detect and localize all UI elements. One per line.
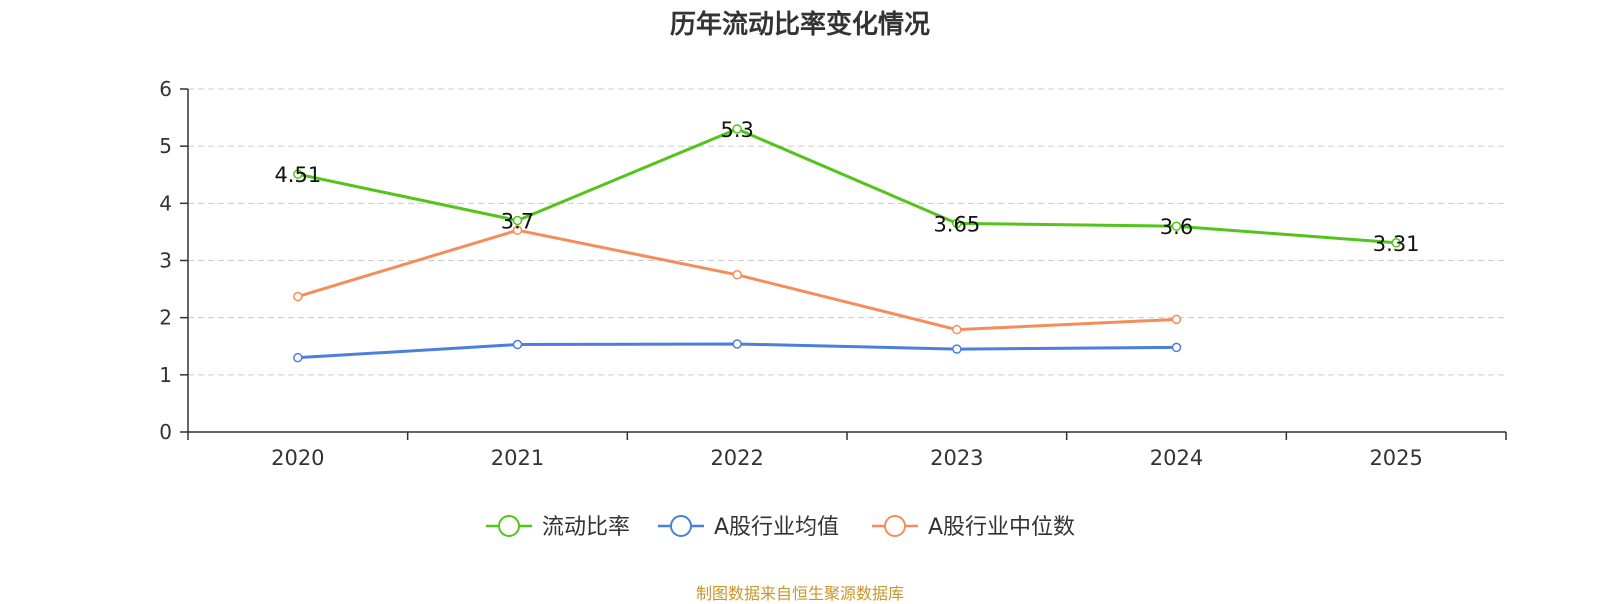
source-note: 制图数据来自恒生聚源数据库 [695,584,904,603]
data-point [512,225,523,235]
x-tick-label: 2024 [1150,446,1203,470]
series-group [293,124,1401,363]
data-point [1171,314,1182,325]
y-tick-label: 3 [159,249,172,273]
data-point [1391,238,1401,248]
data-point [732,270,742,280]
legend-marker [498,515,520,537]
grid-lines [188,88,1506,376]
data-point [293,352,303,363]
x-tick-label: 2025 [1369,446,1422,470]
y-tick-label: 5 [159,134,172,158]
data-point [1171,221,1182,231]
legend-label: A股行业中位数 [928,515,1075,540]
data-label: 3.6 [1160,215,1193,239]
data-label: 3.7 [501,209,534,233]
legend-marker [884,515,906,537]
data-labels: 4.51 3.7 5.3 3.65 3.6 3.31 [274,118,1419,256]
chart-title: 历年流动比率变化情况 [669,10,930,40]
x-tick-label: 2021 [491,446,544,470]
data-point [952,324,962,335]
data-point [293,291,303,302]
legend-marker [670,515,692,537]
data-label: 4.51 [274,163,321,187]
data-point [512,215,523,226]
data-point [732,339,742,349]
y-tick-label: 0 [159,420,172,444]
data-point [512,339,523,350]
series-line [297,127,1397,245]
legend: 流动比率 A股行业均值 A股行业中位数 [486,515,1075,540]
y-tick-label: 6 [159,77,172,101]
data-label: 3.31 [1373,232,1420,256]
x-tick-label: 2020 [271,446,324,470]
x-tick-label: 2022 [710,446,763,470]
data-label: 3.65 [933,212,980,236]
data-point [732,124,742,134]
data-point [293,169,303,179]
series-line [297,228,1177,332]
legend-label: 流动比率 [542,515,630,540]
axes: 0 1 2 3 4 5 6 2020 2021 2022 2023 2024 2025 [159,77,1507,470]
data-point [1171,342,1182,353]
x-tick-label: 2023 [930,446,983,470]
y-tick-label: 2 [159,306,172,330]
legend-label: A股行业均值 [714,515,839,540]
data-point [952,344,962,354]
y-tick-label: 1 [159,363,172,387]
data-point [952,218,962,229]
y-tick-label: 4 [159,191,172,215]
data-label: 5.3 [720,118,753,142]
